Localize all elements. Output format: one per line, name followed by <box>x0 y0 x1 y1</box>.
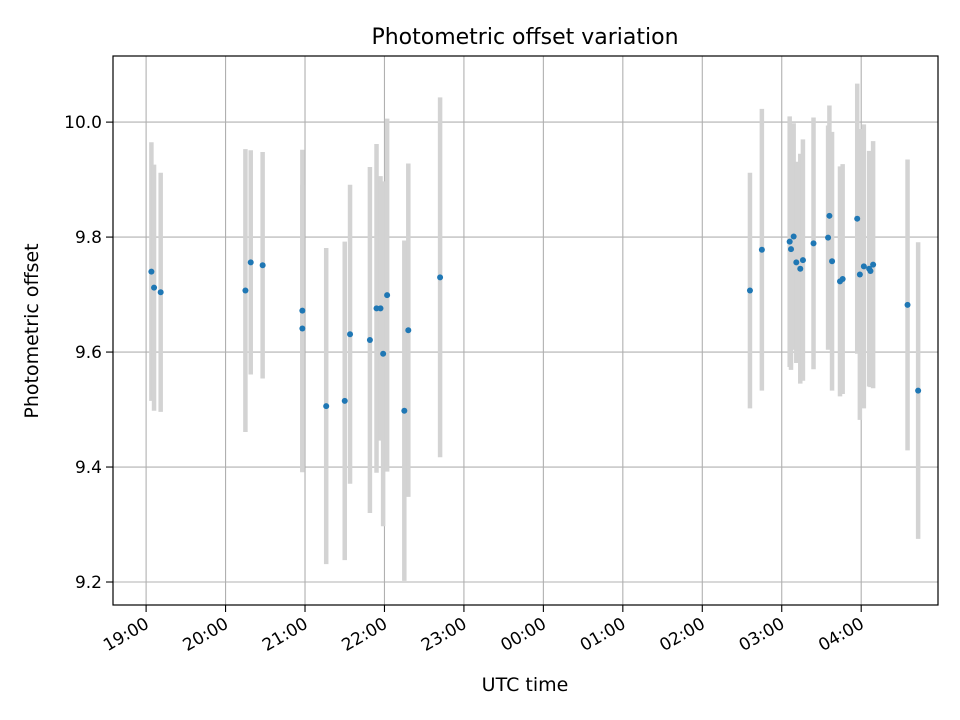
data-point <box>904 301 911 308</box>
data-point <box>854 215 861 222</box>
data-point <box>247 259 254 266</box>
data-point <box>157 289 164 296</box>
data-point <box>870 261 877 268</box>
data-point <box>746 287 753 294</box>
data-point <box>323 403 330 410</box>
y-tick-label: 9.8 <box>75 228 102 248</box>
data-point <box>380 350 387 357</box>
y-tick-label: 10.0 <box>64 113 102 133</box>
y-tick-label: 9.6 <box>75 343 102 363</box>
data-point <box>299 325 306 332</box>
data-point <box>347 331 354 338</box>
data-point <box>405 327 412 334</box>
plot-frame <box>112 55 939 606</box>
data-point <box>856 271 863 278</box>
data-point <box>839 276 846 283</box>
data-point <box>825 234 832 241</box>
y-tick-label: 9.2 <box>75 573 102 593</box>
y-tick-label: 9.4 <box>75 458 102 478</box>
data-point <box>758 246 765 253</box>
y-axis-ticks: 9.2 9.4 9.6 9.8 10.0 <box>64 113 113 593</box>
data-point <box>867 268 874 275</box>
data-point <box>377 305 384 312</box>
data-point <box>799 257 806 264</box>
data-point <box>384 292 391 299</box>
y-axis-label: Photometric offset <box>21 243 43 418</box>
data-point <box>790 233 797 240</box>
data-point <box>151 284 158 291</box>
data-point <box>259 262 266 269</box>
data-point <box>341 397 348 404</box>
data-point <box>148 268 155 275</box>
data-point <box>797 265 804 272</box>
data-point <box>793 259 800 266</box>
data-point <box>788 246 795 253</box>
data-point <box>366 336 373 343</box>
data-points <box>148 212 922 414</box>
data-point <box>242 287 249 294</box>
data-point <box>786 238 793 245</box>
chart-title: Photometric offset variation <box>371 25 678 50</box>
data-point <box>829 258 836 265</box>
data-point <box>299 307 306 314</box>
data-point <box>860 263 867 270</box>
data-point <box>401 407 408 414</box>
x-axis-label: UTC time <box>482 674 569 696</box>
data-point <box>826 212 833 219</box>
data-point <box>810 240 817 247</box>
data-point <box>915 387 922 394</box>
data-point <box>437 274 444 281</box>
